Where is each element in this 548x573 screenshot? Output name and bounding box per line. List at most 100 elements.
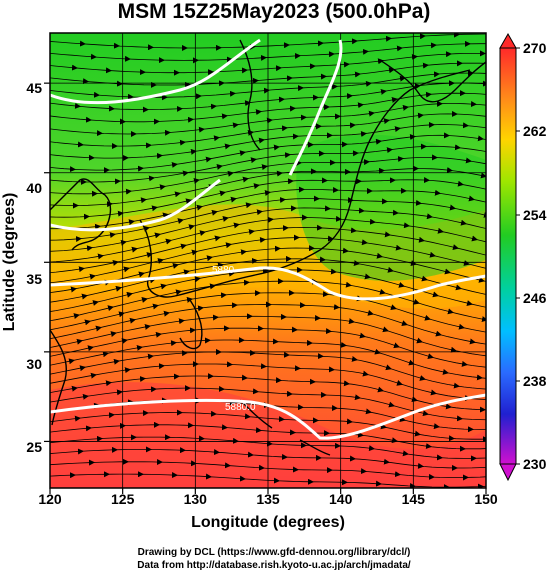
wind-arrow — [113, 358, 120, 365]
wind-arrow — [109, 232, 116, 239]
y-tick-label: 45 — [26, 80, 42, 96]
wind-arrow — [461, 360, 468, 367]
wind-arrow — [261, 164, 268, 171]
wind-arrow — [410, 260, 417, 266]
wind-arrow — [151, 205, 158, 212]
wind-arrow — [250, 157, 257, 164]
streamline — [50, 461, 486, 479]
wind-arrow — [165, 238, 172, 245]
wind-arrow — [216, 164, 223, 170]
x-tick-label: 130 — [184, 491, 208, 507]
wind-arrow — [253, 183, 260, 190]
contour-5880 — [50, 393, 486, 440]
wind-arrow — [365, 80, 372, 87]
wind-arrow — [402, 104, 409, 111]
wind-arrow — [460, 219, 467, 226]
wind-arrow — [384, 231, 391, 238]
wind-arrow — [86, 245, 93, 252]
wind-arrow — [399, 416, 406, 422]
japan-honshu-coast — [174, 69, 471, 297]
wind-arrow — [225, 242, 232, 249]
wind-arrow — [141, 297, 148, 303]
wind-arrow — [463, 260, 470, 266]
streamline — [50, 53, 486, 74]
colorbar-min-arrow — [499, 463, 517, 482]
credit-drawing: Drawing by DCL (https://www.gfd-dennou.o… — [137, 547, 411, 558]
wind-arrow — [148, 175, 155, 182]
wind-arrow — [159, 184, 166, 191]
wind-arrow — [429, 251, 436, 258]
wind-arrow — [89, 273, 96, 280]
wind-arrow — [469, 338, 476, 345]
wind-arrow — [437, 227, 444, 234]
wind-arrow — [466, 300, 473, 307]
wind-arrow — [120, 239, 127, 246]
wind-arrow — [264, 190, 271, 196]
wind-arrow — [434, 189, 441, 196]
wind-arrow — [97, 253, 104, 260]
wind-arrow — [395, 244, 402, 251]
wind-arrow — [376, 252, 383, 259]
wind-arrow — [445, 403, 452, 410]
wind-arrow — [390, 304, 397, 311]
credits: Drawing by DCL (https://www.gfd-dennou.o… — [0, 546, 548, 572]
wind-arrow — [365, 408, 372, 415]
colorbar-ticks — [516, 47, 520, 465]
wind-arrow — [186, 296, 193, 303]
wind-arrow — [211, 209, 218, 216]
wind-arrow — [380, 88, 387, 95]
wind-arrow — [418, 236, 425, 243]
wind-arrow — [160, 283, 167, 290]
wind-arrow — [386, 147, 393, 154]
wind-arrow — [471, 235, 478, 242]
streamline — [50, 424, 486, 450]
wind-arrow — [465, 157, 472, 164]
wind-arrow — [433, 423, 440, 430]
colorbar-label: 230 — [523, 456, 547, 472]
wind-arrow — [353, 260, 360, 267]
streamline — [50, 375, 486, 411]
wind-arrow — [123, 266, 130, 273]
streamline — [50, 327, 486, 368]
contour-label-35n: 5880 — [212, 265, 235, 276]
wind-arrow — [118, 311, 125, 318]
wind-arrow — [477, 135, 484, 142]
wind-arrow — [73, 313, 80, 319]
wind-arrow — [368, 445, 375, 452]
wind-arrow — [367, 309, 374, 316]
wind-arrow — [388, 401, 395, 408]
wind-arrow — [227, 170, 234, 177]
wind-arrow — [79, 365, 86, 372]
wind-arrow — [154, 232, 161, 239]
page-title: MSM 15Z25May2023 (500.0hPa) — [117, 0, 431, 23]
wind-arrow — [382, 326, 389, 333]
sakhalin-mainland-coast — [239, 39, 261, 151]
wind-arrow — [393, 342, 400, 349]
wind-arrow — [245, 202, 252, 209]
wind-arrow — [175, 289, 182, 296]
wind-arrow — [377, 386, 384, 393]
wind-arrow — [403, 222, 410, 229]
streamline — [50, 157, 486, 195]
streamline — [50, 179, 486, 218]
wind-arrow — [379, 288, 386, 295]
wind-arrow — [194, 276, 201, 283]
wind-arrow — [240, 249, 247, 256]
wind-arrow — [442, 368, 449, 375]
wind-arrow — [380, 423, 387, 430]
y-tick-label: 30 — [26, 356, 42, 372]
wind-arrow — [95, 325, 102, 332]
wind-arrow — [385, 364, 392, 371]
wind-arrow — [458, 323, 465, 330]
wind-arrow — [124, 367, 131, 374]
cool-trough-region — [296, 134, 486, 281]
wind-arrow — [174, 191, 181, 198]
wind-arrow — [427, 353, 434, 360]
wind-arrow — [478, 276, 485, 283]
wind-arrow — [206, 255, 213, 262]
wind-arrow — [447, 308, 454, 315]
wind-arrow — [414, 430, 421, 437]
x-tick-label: 145 — [402, 491, 426, 507]
wind-arrow — [408, 359, 415, 366]
